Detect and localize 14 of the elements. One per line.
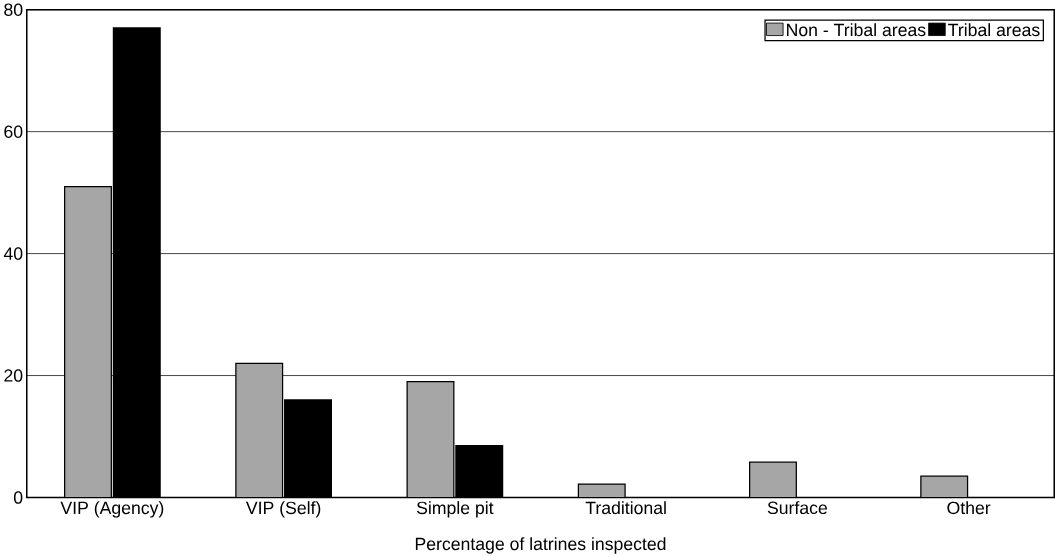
- y-tick-label: 80: [4, 3, 23, 16]
- x-tick-label: Other: [947, 501, 991, 515]
- legend-label: Tribal areas: [948, 23, 1040, 37]
- x-tick-label: Traditional: [585, 501, 666, 515]
- x-tick-label: Simple pit: [416, 501, 494, 518]
- x-tick-label: VIP (Agency): [60, 501, 164, 518]
- y-tick-label: 20: [4, 369, 23, 382]
- x-tick-label: VIP (Self): [245, 501, 321, 518]
- legend-label: Non - Tribal areas: [787, 23, 926, 37]
- y-tick-label: 40: [3, 247, 23, 260]
- x-axis-title: Percentage of latrines inspected: [415, 537, 666, 554]
- y-tick-label: 0: [13, 491, 23, 504]
- x-tick-label: Surface: [767, 501, 827, 515]
- y-tick-label: 60: [4, 125, 23, 138]
